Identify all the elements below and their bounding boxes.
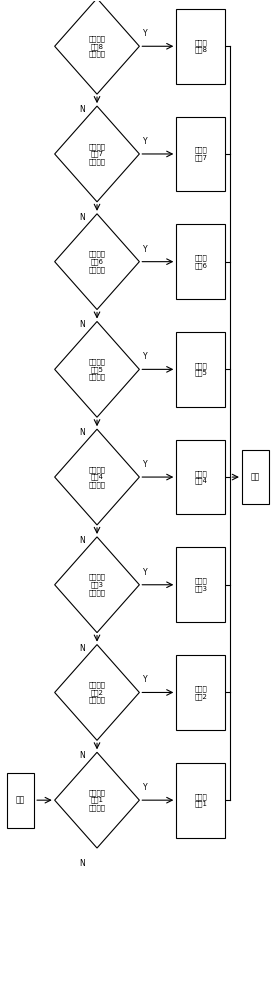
Text: Y: Y <box>143 137 147 146</box>
Polygon shape <box>55 429 139 525</box>
Text: 故障触发
条件4
是否满足: 故障触发 条件4 是否满足 <box>89 466 105 488</box>
Bar <box>176 763 225 838</box>
Text: 执行子
程序2: 执行子 程序2 <box>194 685 207 700</box>
Polygon shape <box>55 0 139 94</box>
Polygon shape <box>55 321 139 417</box>
Text: Y: Y <box>143 245 147 254</box>
Bar <box>176 440 225 514</box>
Text: N: N <box>79 320 85 329</box>
Text: 故障触发
条件5
是否满足: 故障触发 条件5 是否满足 <box>89 358 105 380</box>
Text: 故障触发
条件3
是否满足: 故障触发 条件3 是否满足 <box>89 574 105 596</box>
Bar <box>176 332 225 407</box>
Text: Y: Y <box>143 783 147 792</box>
Text: 故障触发
条件8
是否满足: 故障触发 条件8 是否满足 <box>89 35 105 57</box>
Text: 报警: 报警 <box>251 473 260 482</box>
Text: Y: Y <box>143 675 147 684</box>
Text: 执行子
程序6: 执行子 程序6 <box>194 255 207 269</box>
Polygon shape <box>55 106 139 202</box>
Text: Y: Y <box>143 29 147 38</box>
Text: N: N <box>79 213 85 222</box>
Text: N: N <box>79 859 85 868</box>
Bar <box>176 547 225 622</box>
Bar <box>242 450 269 504</box>
Text: Y: Y <box>143 568 147 577</box>
Bar <box>176 224 225 299</box>
Text: N: N <box>79 644 85 653</box>
Text: 执行子
程序8: 执行子 程序8 <box>194 39 207 53</box>
Polygon shape <box>55 752 139 848</box>
Text: N: N <box>79 428 85 437</box>
Text: 故障触发
条件1
是否满足: 故障触发 条件1 是否满足 <box>89 789 105 811</box>
Text: 故障触发
条件6
是否满足: 故障触发 条件6 是否满足 <box>89 251 105 273</box>
Polygon shape <box>55 214 139 310</box>
Text: 执行子
程序1: 执行子 程序1 <box>194 793 207 807</box>
Text: 故障触发
条件2
是否满足: 故障触发 条件2 是否满足 <box>89 682 105 703</box>
Text: 执行子
程序3: 执行子 程序3 <box>194 578 207 592</box>
Text: 报告: 报告 <box>16 796 25 805</box>
Bar <box>176 9 225 84</box>
Text: 执行子
程序7: 执行子 程序7 <box>194 147 207 161</box>
Text: Y: Y <box>143 460 147 469</box>
Text: Y: Y <box>143 352 147 361</box>
Bar <box>7 773 34 828</box>
Text: 执行子
程序5: 执行子 程序5 <box>194 362 207 376</box>
Text: 故障触发
条件7
是否满足: 故障触发 条件7 是否满足 <box>89 143 105 165</box>
Text: N: N <box>79 105 85 114</box>
Text: N: N <box>79 751 85 760</box>
Polygon shape <box>55 645 139 740</box>
Bar <box>176 117 225 191</box>
Text: N: N <box>79 536 85 545</box>
Bar <box>176 655 225 730</box>
Polygon shape <box>55 537 139 633</box>
Text: 执行子
程序4: 执行子 程序4 <box>194 470 207 484</box>
